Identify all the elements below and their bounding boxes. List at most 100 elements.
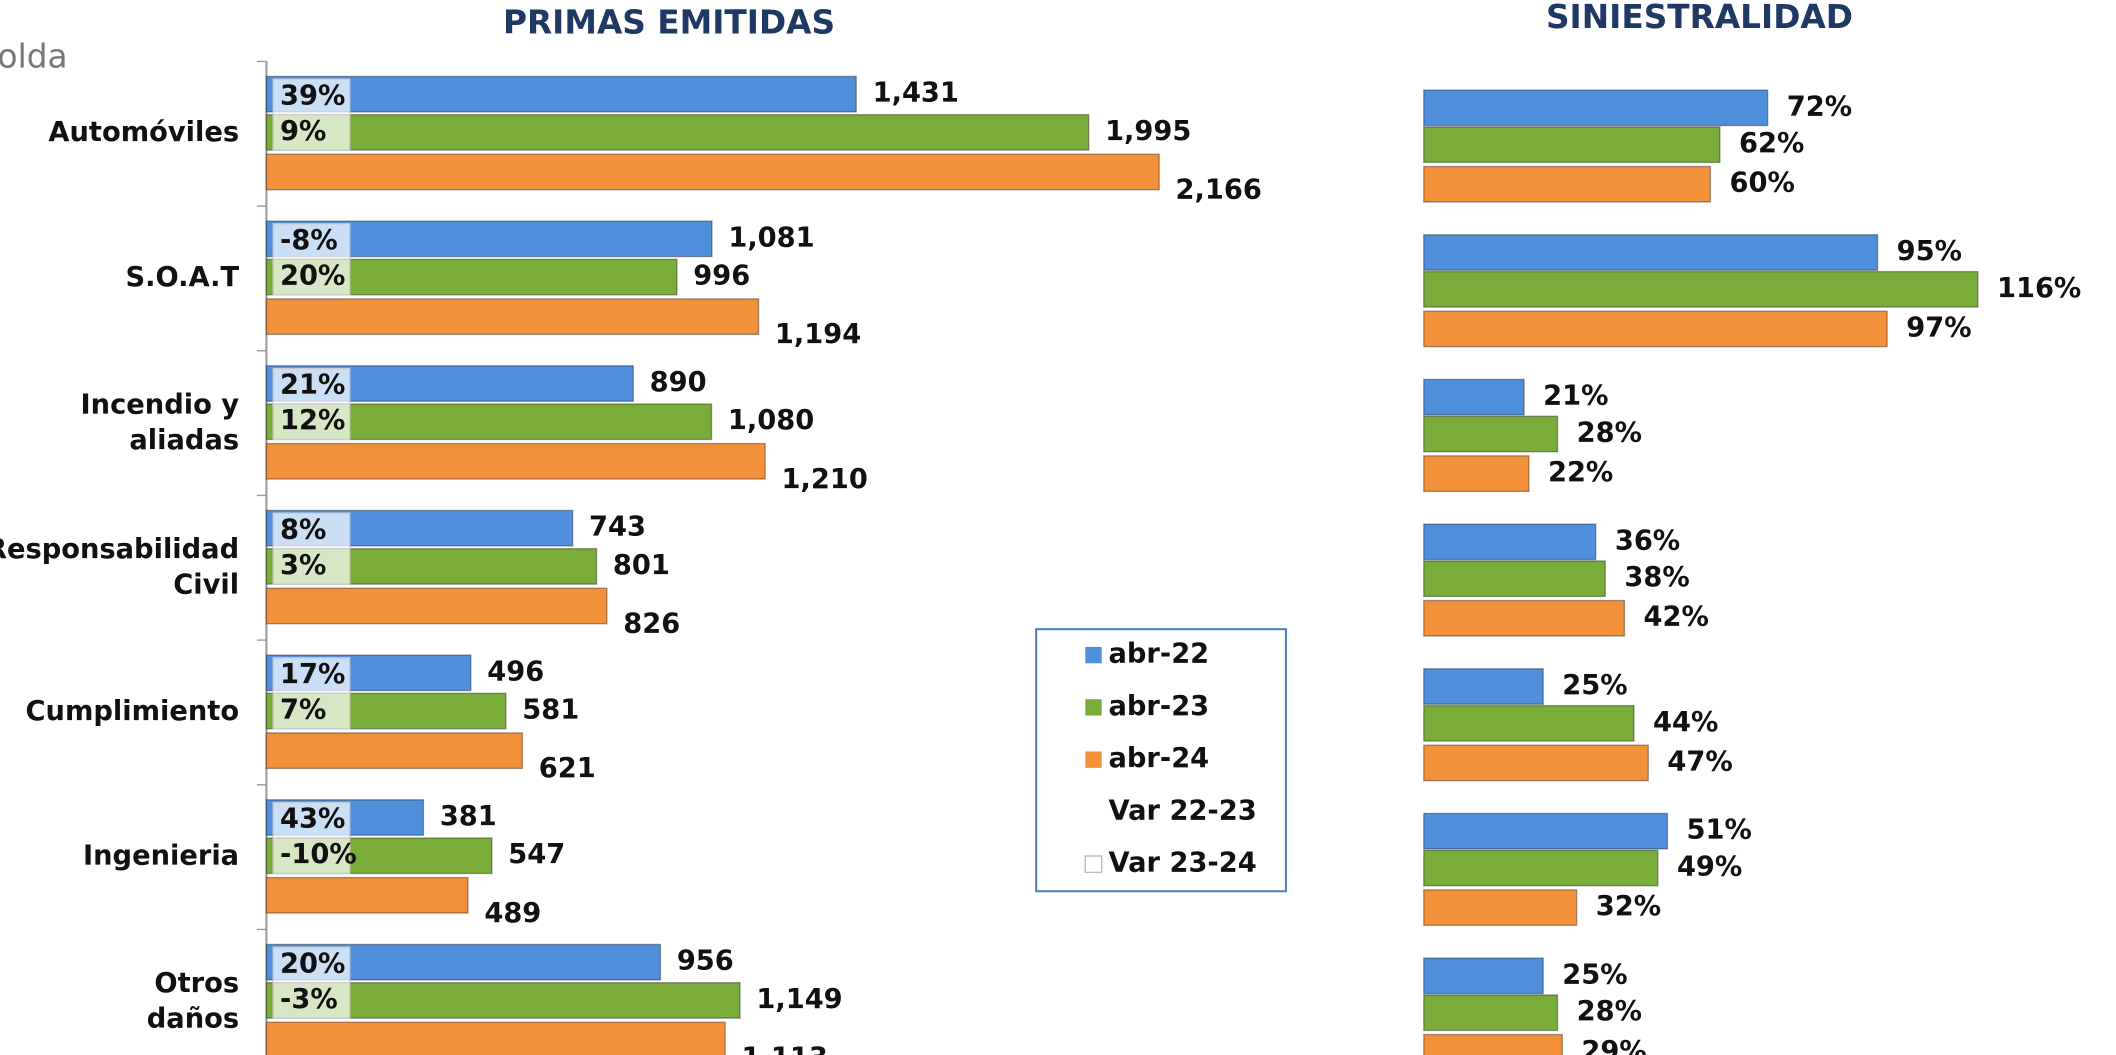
value-label: 801	[613, 550, 670, 581]
var-box	[272, 837, 351, 875]
bar	[265, 732, 524, 770]
var-label: 21%	[280, 370, 345, 401]
bar	[1423, 812, 1669, 850]
var-label: 20%	[280, 261, 345, 292]
var-box	[272, 657, 351, 695]
value-label: 1,081	[728, 222, 814, 253]
bar	[1423, 704, 1635, 742]
bar	[1423, 270, 1979, 308]
chart-title: PRIMAS EMITIDAS	[503, 4, 835, 42]
value-label: 547	[508, 839, 565, 870]
value-label: 28%	[1577, 996, 1642, 1027]
value-label: 1,194	[775, 319, 861, 350]
category-label: Automóviles	[48, 117, 239, 148]
var-label: 3%	[280, 550, 326, 581]
var-label: -10%	[280, 839, 357, 870]
category-label: Cumplimiento	[26, 696, 240, 727]
bar	[1423, 744, 1649, 782]
bar	[265, 876, 469, 914]
var-label: 39%	[280, 80, 345, 111]
var-box	[272, 403, 351, 441]
value-label: 97%	[1906, 312, 1971, 343]
var-box	[272, 78, 351, 116]
bar	[1423, 234, 1879, 271]
value-label: 25%	[1562, 670, 1627, 701]
bar	[1423, 849, 1659, 887]
var-box	[272, 113, 351, 151]
value-label: 72%	[1787, 91, 1852, 122]
bar	[265, 1021, 726, 1055]
category-label: Incendio y aliadas	[81, 389, 240, 455]
bar	[265, 75, 857, 113]
value-label: 489	[484, 898, 541, 929]
value-label: 60%	[1729, 168, 1794, 199]
value-label: 25%	[1562, 959, 1627, 990]
value-label: 36%	[1615, 525, 1680, 556]
bar	[265, 298, 760, 336]
legend-box	[1035, 628, 1287, 893]
bar	[1423, 668, 1544, 705]
var-label: 43%	[280, 804, 345, 835]
category-label: Otros daños	[147, 968, 239, 1034]
bar	[1423, 165, 1712, 203]
bar	[265, 153, 1160, 191]
value-label: 956	[677, 946, 734, 977]
bar	[1423, 599, 1626, 637]
legend-swatch	[1085, 803, 1102, 821]
value-label: 743	[589, 512, 646, 543]
value-label: 116%	[1997, 273, 2081, 304]
category-label: Responsabilidad Civil	[0, 534, 239, 600]
var-label: 12%	[280, 405, 345, 436]
value-label: 1,431	[873, 78, 959, 109]
var-box	[272, 981, 351, 1019]
value-label: 29%	[1581, 1036, 1646, 1055]
var-label: 7%	[280, 695, 326, 726]
var-label: 9%	[280, 116, 326, 147]
var-box	[272, 258, 351, 296]
value-label: 826	[623, 609, 680, 640]
bar	[1423, 378, 1525, 416]
legend-swatch	[1085, 699, 1102, 716]
var-label: 20%	[280, 948, 345, 979]
value-label: 996	[693, 261, 750, 292]
bar	[1423, 957, 1544, 995]
value-label: 62%	[1739, 128, 1804, 159]
legend-label: abr-22	[1108, 639, 1209, 670]
legend-swatch	[1085, 751, 1102, 768]
var-label: -8%	[280, 225, 338, 256]
bar	[1423, 455, 1530, 493]
value-label: 21%	[1543, 381, 1608, 412]
legend-label: Var 22-23	[1108, 795, 1256, 826]
bar	[1423, 994, 1559, 1032]
bar	[1423, 415, 1559, 453]
var-box	[272, 547, 351, 585]
value-label: 49%	[1677, 852, 1742, 883]
legend-label: abr-23	[1108, 691, 1209, 722]
fragment-text: olda	[0, 38, 68, 76]
value-label: 44%	[1653, 707, 1718, 738]
value-label: 381	[440, 801, 497, 832]
bar	[1423, 126, 1721, 164]
var-box	[272, 946, 351, 984]
legend-swatch	[1084, 855, 1103, 874]
var-box	[272, 512, 351, 550]
bar	[1423, 89, 1769, 127]
bar	[1423, 889, 1578, 927]
value-label: 2,166	[1176, 175, 1262, 206]
var-label: 8%	[280, 514, 326, 545]
value-label: 1,149	[756, 984, 842, 1015]
chart-title: SINIESTRALIDAD	[1546, 0, 1853, 36]
value-label: 47%	[1667, 746, 1732, 777]
bar	[1423, 523, 1597, 561]
value-label: 1,080	[728, 405, 814, 436]
value-label: 496	[487, 656, 544, 687]
var-label: -3%	[280, 984, 338, 1015]
bar	[1423, 310, 1888, 348]
legend-swatch	[1085, 646, 1102, 664]
value-label: 38%	[1624, 562, 1689, 593]
var-box	[272, 367, 351, 405]
value-label: 890	[650, 367, 707, 398]
value-label: 28%	[1577, 418, 1642, 449]
value-label: 51%	[1686, 815, 1751, 846]
